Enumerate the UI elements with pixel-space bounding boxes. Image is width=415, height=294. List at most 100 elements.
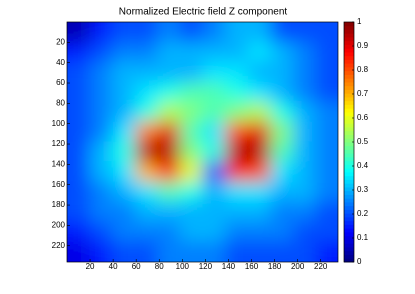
heat-cell (315, 241, 338, 262)
heat-cell (248, 201, 272, 222)
y-tick-label: 220 (52, 241, 66, 250)
heat-cell (111, 221, 136, 242)
heat-cell (315, 61, 338, 83)
heat-cell (135, 201, 159, 222)
heat-cell (89, 221, 113, 242)
heat-cell (111, 41, 136, 63)
heat-cell (89, 181, 113, 202)
heat-cell (293, 161, 317, 183)
heat-cell (224, 161, 249, 183)
heat-cell (135, 161, 159, 183)
colorbar-swatch (344, 112, 354, 117)
heat-cell (224, 201, 249, 222)
heat-cell (270, 41, 294, 63)
heat-cell (111, 121, 136, 142)
colorbar-swatch (344, 172, 354, 177)
heat-cell (67, 201, 90, 222)
colorbar-swatch (344, 89, 354, 94)
colorbar-swatch (344, 153, 354, 158)
heat-cell (270, 161, 294, 183)
colorbar-swatch (344, 59, 354, 64)
heat-cell (135, 61, 159, 83)
colorbar-tick-label: 0 (357, 257, 362, 266)
heat-cell (111, 141, 136, 162)
colorbar-swatch (344, 119, 354, 124)
heat-cell (111, 82, 136, 103)
heat-cell (89, 101, 113, 123)
heat-cell (180, 101, 203, 123)
heat-cell (157, 41, 181, 63)
heat-cell (180, 181, 203, 202)
heat-cell (157, 82, 181, 103)
heat-cell (135, 141, 159, 162)
heat-cell (67, 22, 90, 43)
heat-cell (111, 241, 136, 262)
heat-cell (180, 82, 203, 103)
colorbar-swatch (344, 175, 354, 180)
heat-cell (89, 61, 113, 83)
colorbar-swatch (344, 22, 354, 27)
heat-cell (111, 161, 136, 183)
heat-cell (293, 22, 317, 43)
colorbar-swatch (344, 247, 354, 252)
heat-cell (315, 161, 338, 183)
colorbar-swatch (344, 205, 354, 210)
colorbar-swatch (344, 228, 354, 233)
colorbar-swatch (344, 67, 354, 72)
colorbar-tick-label: 0.6 (357, 113, 369, 122)
colorbar-swatch (344, 115, 354, 120)
heat-cell (135, 22, 159, 43)
heat-cell (315, 41, 338, 63)
heat-cell (248, 161, 272, 183)
y-tick-label: 180 (52, 200, 66, 209)
x-tick-label: 140 (222, 262, 236, 271)
colorbar-swatch (344, 194, 354, 199)
heat-cell (202, 241, 226, 262)
heat-cell (248, 241, 272, 262)
colorbar-tick-label: 0.3 (357, 185, 369, 194)
heat-cell (157, 141, 181, 162)
heat-cell (67, 181, 90, 202)
heat-cell (180, 61, 203, 83)
colorbar-swatch (344, 168, 354, 173)
colorbar-swatch (344, 63, 354, 68)
colorbar (344, 22, 354, 263)
colorbar-swatch (344, 33, 354, 38)
heat-cell (157, 121, 181, 142)
colorbar-swatch (344, 100, 354, 105)
heat-cell (224, 241, 249, 262)
heat-cell (67, 221, 90, 242)
heat-cell (270, 141, 294, 162)
y-tick-label: 200 (52, 220, 66, 229)
heat-cell (270, 181, 294, 202)
heat-cell (89, 82, 113, 103)
heat-cell (135, 82, 159, 103)
heat-cell (180, 141, 203, 162)
heat-cell (270, 22, 294, 43)
heat-cell (67, 41, 90, 63)
heat-cell (180, 22, 203, 43)
heat-cell (89, 241, 113, 262)
heat-cell (202, 181, 226, 202)
colorbar-swatch (344, 78, 354, 83)
heat-cell (270, 241, 294, 262)
heat-cell (224, 221, 249, 242)
heat-cell (270, 221, 294, 242)
colorbar-swatch (344, 198, 354, 203)
colorbar-swatch (344, 190, 354, 195)
y-tick-label: 40 (56, 58, 65, 67)
heat-cell (224, 82, 249, 103)
heat-cell (111, 201, 136, 222)
heat-cell (293, 61, 317, 83)
colorbar-swatch (344, 70, 354, 75)
heat-cell (180, 241, 203, 262)
y-tick-label: 160 (52, 180, 66, 189)
heat-cell (248, 121, 272, 142)
heat-cell (202, 141, 226, 162)
colorbar-tick-label: 0.1 (357, 233, 369, 242)
colorbar-swatch (344, 108, 354, 113)
heat-cell (180, 41, 203, 63)
colorbar-tick-label: 0.2 (357, 209, 369, 218)
heat-cell (89, 141, 113, 162)
colorbar-swatch (344, 123, 354, 128)
